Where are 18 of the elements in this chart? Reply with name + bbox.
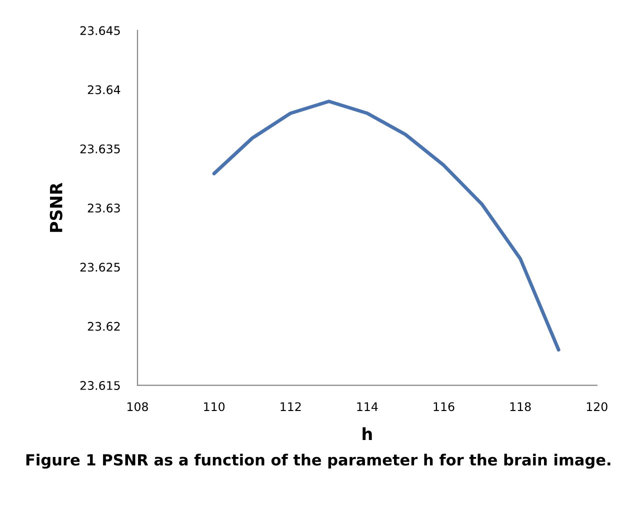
x-tick-label: 116	[434, 402, 454, 412]
x-tick-label: 118	[510, 402, 531, 412]
y-tick-label: 23.615	[80, 381, 120, 390]
y-tick-label: 23.645	[80, 26, 120, 36]
x-tick-label: 108	[128, 402, 148, 412]
y-axis-title: PSNR	[50, 182, 62, 232]
y-tick-label: 23.625	[80, 262, 120, 272]
x-tick-label: 112	[280, 402, 301, 411]
y-tick-label: 23.62	[88, 322, 120, 331]
x-axis-title: h	[362, 427, 372, 440]
y-tick-label: 23.635	[80, 144, 120, 154]
x-tick-label: 120	[586, 402, 608, 412]
y-tick-label: 23.64	[88, 85, 120, 94]
x-tick-label: 114	[357, 402, 378, 411]
line-series	[212, 100, 560, 352]
y-tick-label: 23.63	[88, 204, 120, 213]
x-tick-label: 110	[204, 402, 225, 412]
caption: Figure 1 PSNR as a function of the parameter h for the brain image.	[26, 454, 610, 469]
